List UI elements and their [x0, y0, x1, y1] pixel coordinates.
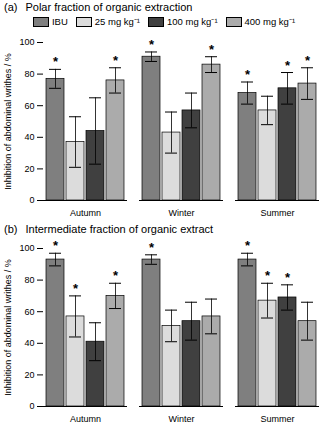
svg-text:Summer: Summer — [260, 414, 294, 424]
svg-text:*: * — [113, 53, 119, 68]
svg-text:Summer: Summer — [260, 208, 294, 218]
svg-text:*: * — [73, 281, 79, 296]
svg-text:*: * — [149, 37, 155, 52]
svg-text:40: 40 — [24, 132, 34, 142]
svg-text:*: * — [245, 67, 251, 82]
svg-text:40: 40 — [24, 338, 34, 348]
svg-text:Winter: Winter — [168, 414, 194, 424]
svg-text:20: 20 — [24, 164, 34, 174]
svg-text:*: * — [149, 240, 155, 255]
html-text:25 mg kg⁻¹: 25 mg kg⁻¹ — [94, 16, 140, 27]
svg-text:Winter: Winter — [168, 208, 194, 218]
svg-text:20: 20 — [24, 370, 34, 380]
svg-text:*: * — [53, 54, 59, 69]
html-text:Polar fraction of organic extr: Polar fraction of organic extraction — [25, 1, 193, 13]
svg-text:*: * — [285, 270, 291, 285]
svg-text:*: * — [209, 42, 215, 57]
svg-text:*: * — [245, 238, 251, 253]
svg-text:*: * — [113, 268, 119, 283]
svg-text:*: * — [53, 238, 59, 253]
svg-text:*: * — [285, 58, 291, 73]
svg-text:0: 0 — [29, 401, 34, 411]
svg-text:100: 100 — [19, 243, 34, 253]
svg-text:0: 0 — [29, 195, 34, 205]
svg-text:100: 100 — [19, 37, 34, 47]
html-text:400 mg kg⁻¹: 400 mg kg⁻¹ — [244, 16, 296, 27]
html-text:IBU: IBU — [51, 16, 68, 27]
html-text:Intermediate fraction of organ: Intermediate fraction of organic extract — [25, 223, 214, 235]
svg-text:Inhibition of abdominal writhe: Inhibition of abdominal writhes / % — [3, 53, 13, 190]
svg-text:Autumn: Autumn — [70, 414, 101, 424]
html-text:(b): (b) — [4, 223, 18, 235]
svg-text:Autumn: Autumn — [70, 208, 101, 218]
html-text:100 mg kg⁻¹: 100 mg kg⁻¹ — [167, 16, 218, 27]
svg-text:80: 80 — [24, 275, 34, 285]
html-text:(a): (a) — [4, 1, 18, 13]
svg-text:60: 60 — [24, 101, 34, 111]
svg-text:80: 80 — [24, 69, 34, 79]
svg-text:60: 60 — [24, 307, 34, 317]
svg-text:Inhibition of abdominal writhe: Inhibition of abdominal writhes / % — [3, 259, 13, 396]
svg-text:*: * — [265, 268, 271, 283]
svg-text:*: * — [305, 53, 311, 68]
